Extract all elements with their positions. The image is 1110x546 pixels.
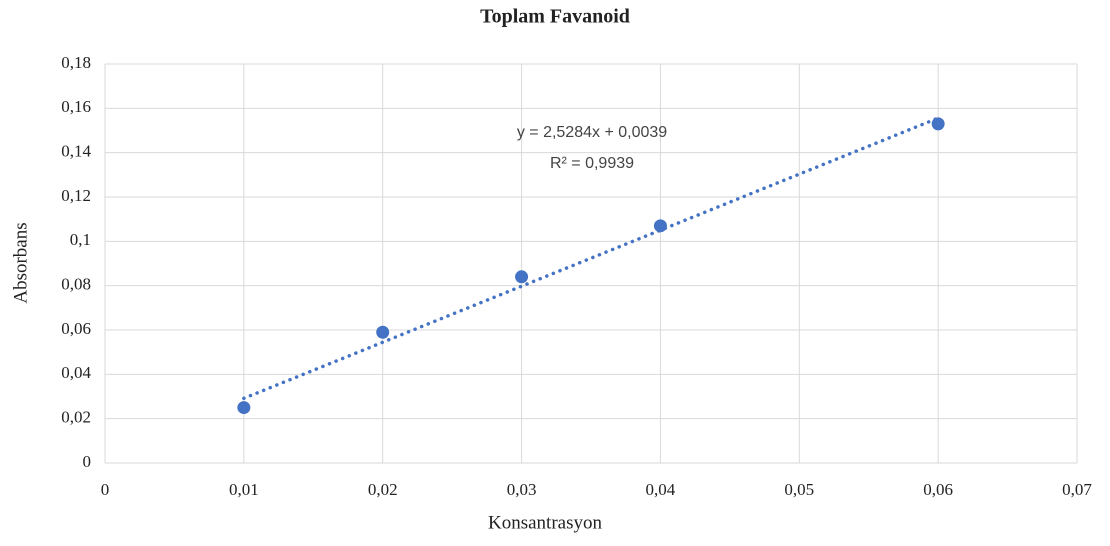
chart-title: Toplam Favanoid <box>480 6 630 28</box>
y-tick-label: 0,14 <box>61 142 91 161</box>
point <box>931 117 945 131</box>
y-tick-label: 0,18 <box>61 53 91 72</box>
x-tick-label: 0,05 <box>784 480 814 499</box>
y-tick-label: 0,1 <box>70 230 91 249</box>
point <box>515 270 529 284</box>
point <box>376 325 390 339</box>
trendline-equation: y = 2,5284x + 0,0039 <box>517 124 667 141</box>
y-tick-label: 0 <box>83 452 92 471</box>
y-tick-label: 0,02 <box>61 408 91 427</box>
y-tick-label: 0,06 <box>61 319 91 338</box>
y-tick-label: 0,12 <box>61 186 91 205</box>
x-tick-label: 0,03 <box>507 480 537 499</box>
x-tick-label: 0 <box>101 480 110 499</box>
trendline-r2: R² = 0,9939 <box>550 155 634 172</box>
y-tick-label: 0,16 <box>61 97 91 116</box>
point <box>653 219 667 233</box>
x-tick-label: 0,04 <box>646 480 676 499</box>
y-axis-label: Absorbans <box>10 222 31 303</box>
y-tick-label: 0,08 <box>61 275 91 294</box>
x-tick-label: 0,06 <box>923 480 953 499</box>
x-axis-label: Konsantrasyon <box>488 512 602 533</box>
x-tick-label: 0,02 <box>368 480 398 499</box>
y-tick-label: 0,04 <box>61 363 91 382</box>
x-tick-label: 0,07 <box>1062 480 1092 499</box>
point <box>237 401 251 415</box>
trendline <box>242 116 940 401</box>
x-tick-label: 0,01 <box>229 480 259 499</box>
